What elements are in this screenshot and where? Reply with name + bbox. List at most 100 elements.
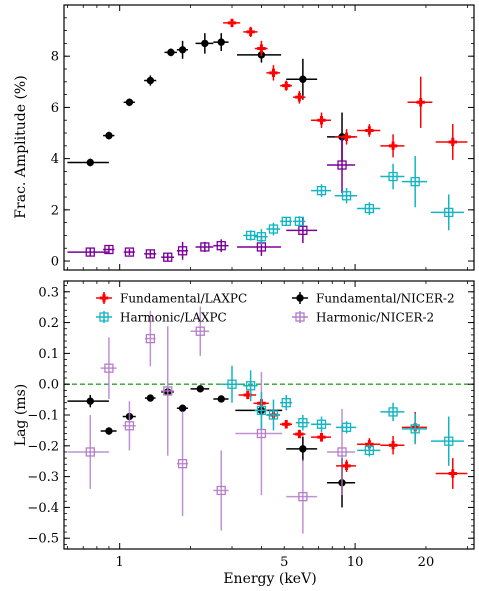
data-point (85, 447, 95, 457)
legend-entry: Fundamental/LAXPC (120, 292, 247, 306)
data-point (86, 397, 94, 405)
data-point (281, 216, 291, 227)
data-point (85, 247, 95, 257)
data-point (196, 385, 204, 393)
data-point (364, 445, 375, 456)
data-point (145, 249, 156, 259)
data-point (105, 131, 113, 140)
data-point (295, 92, 304, 102)
data-point (104, 244, 114, 255)
data-point (177, 246, 188, 256)
data-point (163, 386, 173, 396)
data-point (177, 459, 188, 469)
data-point (178, 404, 187, 412)
data-point (444, 207, 454, 218)
data-point (444, 436, 454, 446)
data-point (298, 225, 308, 235)
data-point (388, 440, 398, 450)
y-tick-label: 0.2 (38, 316, 59, 331)
data-point (146, 394, 155, 402)
legend-entry: Harmonic/LAXPC (120, 311, 227, 325)
data-point (448, 137, 457, 147)
legend-marker (99, 312, 109, 322)
legend-entry: Harmonic/NICER-2 (316, 311, 434, 325)
data-point (342, 132, 351, 142)
data-point (86, 158, 94, 167)
data-point (341, 191, 352, 201)
data-point (227, 379, 237, 389)
data-point (245, 230, 256, 241)
data-point (298, 418, 308, 428)
data-point (410, 424, 420, 434)
data-point (294, 216, 305, 227)
data-point (227, 18, 237, 28)
data-point (217, 38, 225, 46)
top-data-layer (67, 18, 468, 262)
data-point (282, 420, 291, 429)
top-y-axis-label: Frac. Amplitude (%) (13, 75, 29, 218)
y-tick-label: −0.5 (27, 532, 59, 547)
data-point (299, 445, 307, 453)
data-point (124, 421, 135, 431)
top-series-harmonic-nicer-2 (67, 136, 356, 262)
data-point (268, 410, 279, 420)
data-point (365, 126, 374, 135)
bottom-series-fundamental-nicer-2 (67, 385, 356, 508)
data-point (341, 422, 352, 432)
data-point (388, 141, 398, 151)
x-tick-label: 5 (280, 555, 288, 570)
y-tick-label: 0.3 (38, 285, 59, 300)
data-point (167, 48, 175, 57)
data-point (104, 363, 114, 373)
data-point (342, 461, 351, 471)
top-series-fundamental-laxpc (223, 18, 468, 160)
data-point (448, 469, 457, 478)
data-point (388, 407, 398, 417)
bottom-series-harmonic-nicer-2 (67, 306, 356, 534)
data-point (281, 398, 291, 408)
bottom-panel: 0.3 0.2 0.1 0.0 −0.1 −0.2 −0.3 −0.4 −0.5 1 5 10 20 Fu… (27, 280, 475, 570)
data-point (257, 44, 266, 53)
data-point (163, 252, 173, 262)
data-point (316, 419, 327, 429)
data-point (145, 333, 156, 344)
data-point (105, 427, 113, 435)
data-point (282, 81, 291, 90)
data-point (246, 27, 255, 37)
data-point (217, 395, 225, 403)
legend: Fundamental/LAXPC Fundamental/NICER-2 Harm… (96, 292, 455, 325)
top-panel: 0 2 4 6 8 (51, 4, 475, 271)
data-point (125, 98, 134, 106)
data-point (388, 171, 398, 182)
y-tick-label: 2 (51, 203, 59, 218)
data-point (256, 405, 267, 416)
top-series-harmonic-laxpc (243, 156, 464, 245)
legend-marker (99, 293, 109, 303)
y-tick-label: −0.4 (27, 501, 59, 516)
legend-marker (296, 294, 304, 302)
x-tick-label: 20 (418, 555, 435, 570)
data-point (410, 177, 420, 187)
y-tick-label: 8 (51, 50, 59, 65)
data-point (364, 203, 375, 214)
y-tick-label: 0 (51, 255, 59, 270)
data-point (295, 429, 304, 439)
legend-marker (295, 312, 305, 322)
bottom-series-harmonic-laxpc (221, 365, 464, 466)
data-point (200, 242, 210, 252)
data-point (201, 39, 209, 48)
data-point (317, 432, 326, 442)
data-point (178, 46, 187, 54)
data-point (337, 160, 347, 170)
data-point (269, 68, 278, 78)
x-tick-label: 1 (116, 555, 124, 570)
data-point (298, 491, 308, 502)
bottom-y-axis-label: Lag (ms) (13, 384, 29, 446)
bottom-data-layer (67, 306, 468, 534)
data-point (124, 247, 135, 257)
legend-entry: Fundamental/NICER-2 (316, 292, 455, 306)
data-point (268, 224, 279, 234)
top-plot-frame (63, 4, 475, 271)
data-point (256, 428, 267, 439)
